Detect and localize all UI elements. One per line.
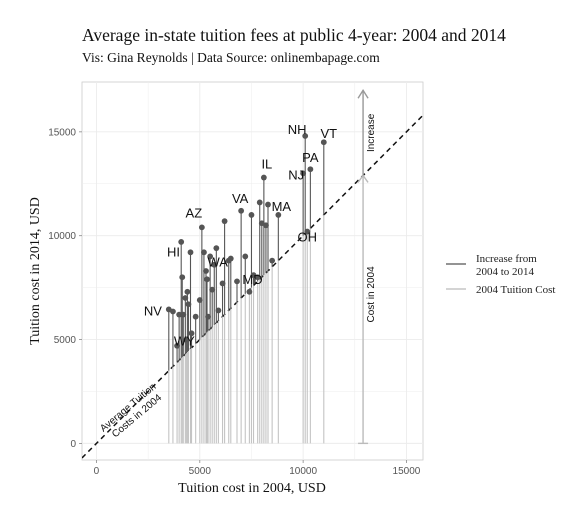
y-axis-title: Tuition cost in 2014, USD [28,197,43,345]
legend-label-increase: Increase from 2004 to 2014 [476,253,540,278]
state-label: HI [167,244,180,259]
y-tick-label: 15000 [48,127,76,138]
state-point [209,286,216,293]
y-axis-ticks: 0 5000 10000 15000 [48,127,82,450]
state-point [219,280,226,287]
state-point [263,222,269,229]
x-tick-label: 5000 [189,466,212,477]
state-point [178,239,185,245]
state-point [302,133,309,139]
state-point [185,301,192,308]
state-point [304,228,311,235]
state-label: NH [288,122,307,137]
state-label: MA [272,199,292,214]
state-point [183,336,190,343]
state-point [260,174,267,181]
state-point [207,253,214,260]
state-point [242,253,249,260]
state-point [238,207,245,214]
legend-label-cost-2004: 2004 Tuition Cost [476,284,555,296]
state-label: NV [144,304,162,319]
state-point [188,330,195,337]
state-point [184,288,191,295]
cost-2004-annotation-label: Cost in 2004 [366,266,377,323]
state-point [205,313,211,320]
state-point [256,199,263,206]
state-label: WY [174,334,195,349]
state-point [227,255,234,262]
state-point [246,288,253,295]
state-point [182,295,189,301]
state-point [248,212,255,218]
state-point [215,307,222,314]
state-point [187,249,194,256]
y-tick-label: 5000 [54,335,77,346]
state-label: VA [232,191,249,206]
state-label: AZ [186,205,203,220]
state-point [269,257,276,264]
state-point [196,297,203,303]
x-tick-label: 0 [94,466,100,477]
state-point [221,218,228,225]
state-point [204,276,210,283]
cost-2004-stems [168,214,325,444]
y-tick-label: 0 [70,439,76,450]
chart-subtitle: Vis: Gina Reynolds | Data Source: online… [82,50,380,65]
state-point [300,170,307,177]
state-point [174,342,180,349]
state-label: WA [207,255,228,270]
legend-label-increase-line1: Increase from [476,253,537,265]
state-point [179,274,186,281]
x-axis-ticks: 0 5000 10000 15000 [94,460,421,477]
x-tick-label: 15000 [393,466,421,477]
state-point [213,245,220,252]
state-point [265,201,271,208]
state-point [176,311,183,318]
legend-label-increase-line2: 2004 to 2014 [476,266,535,278]
state-point [198,224,205,231]
x-axis-title: Tuition cost in 2004, USD [178,481,326,496]
state-point [275,212,282,218]
state-point [192,313,199,320]
cost-2004-arrowhead [357,174,369,183]
increase-annotation-label: Increase [366,113,377,152]
state-point [254,274,261,281]
state-points [165,133,327,349]
legend-annotation: Increase Cost in 2004 [357,88,377,445]
gridlines [82,82,423,460]
state-label: IL [261,157,272,172]
y-tick-label: 10000 [48,231,76,242]
plot-panel [81,81,424,461]
chart-title: Average in-state tuition fees at public … [82,25,506,45]
state-point [201,249,207,256]
legend: Increase from 2004 to 2014 2004 Tuition … [446,253,555,296]
state-point [234,278,240,285]
x-tick-label: 10000 [289,466,317,477]
state-point [203,268,209,274]
state-label: VT [320,126,337,141]
state-point [170,308,176,315]
state-label: OH [298,230,318,245]
state-label: MD [242,272,262,287]
state-point [307,166,314,173]
state-point [320,139,327,146]
state-label: NJ [288,167,304,182]
state-point [180,311,187,318]
increase-arrowhead [357,88,369,99]
state-point [211,261,218,268]
state-label: PA [302,150,319,165]
